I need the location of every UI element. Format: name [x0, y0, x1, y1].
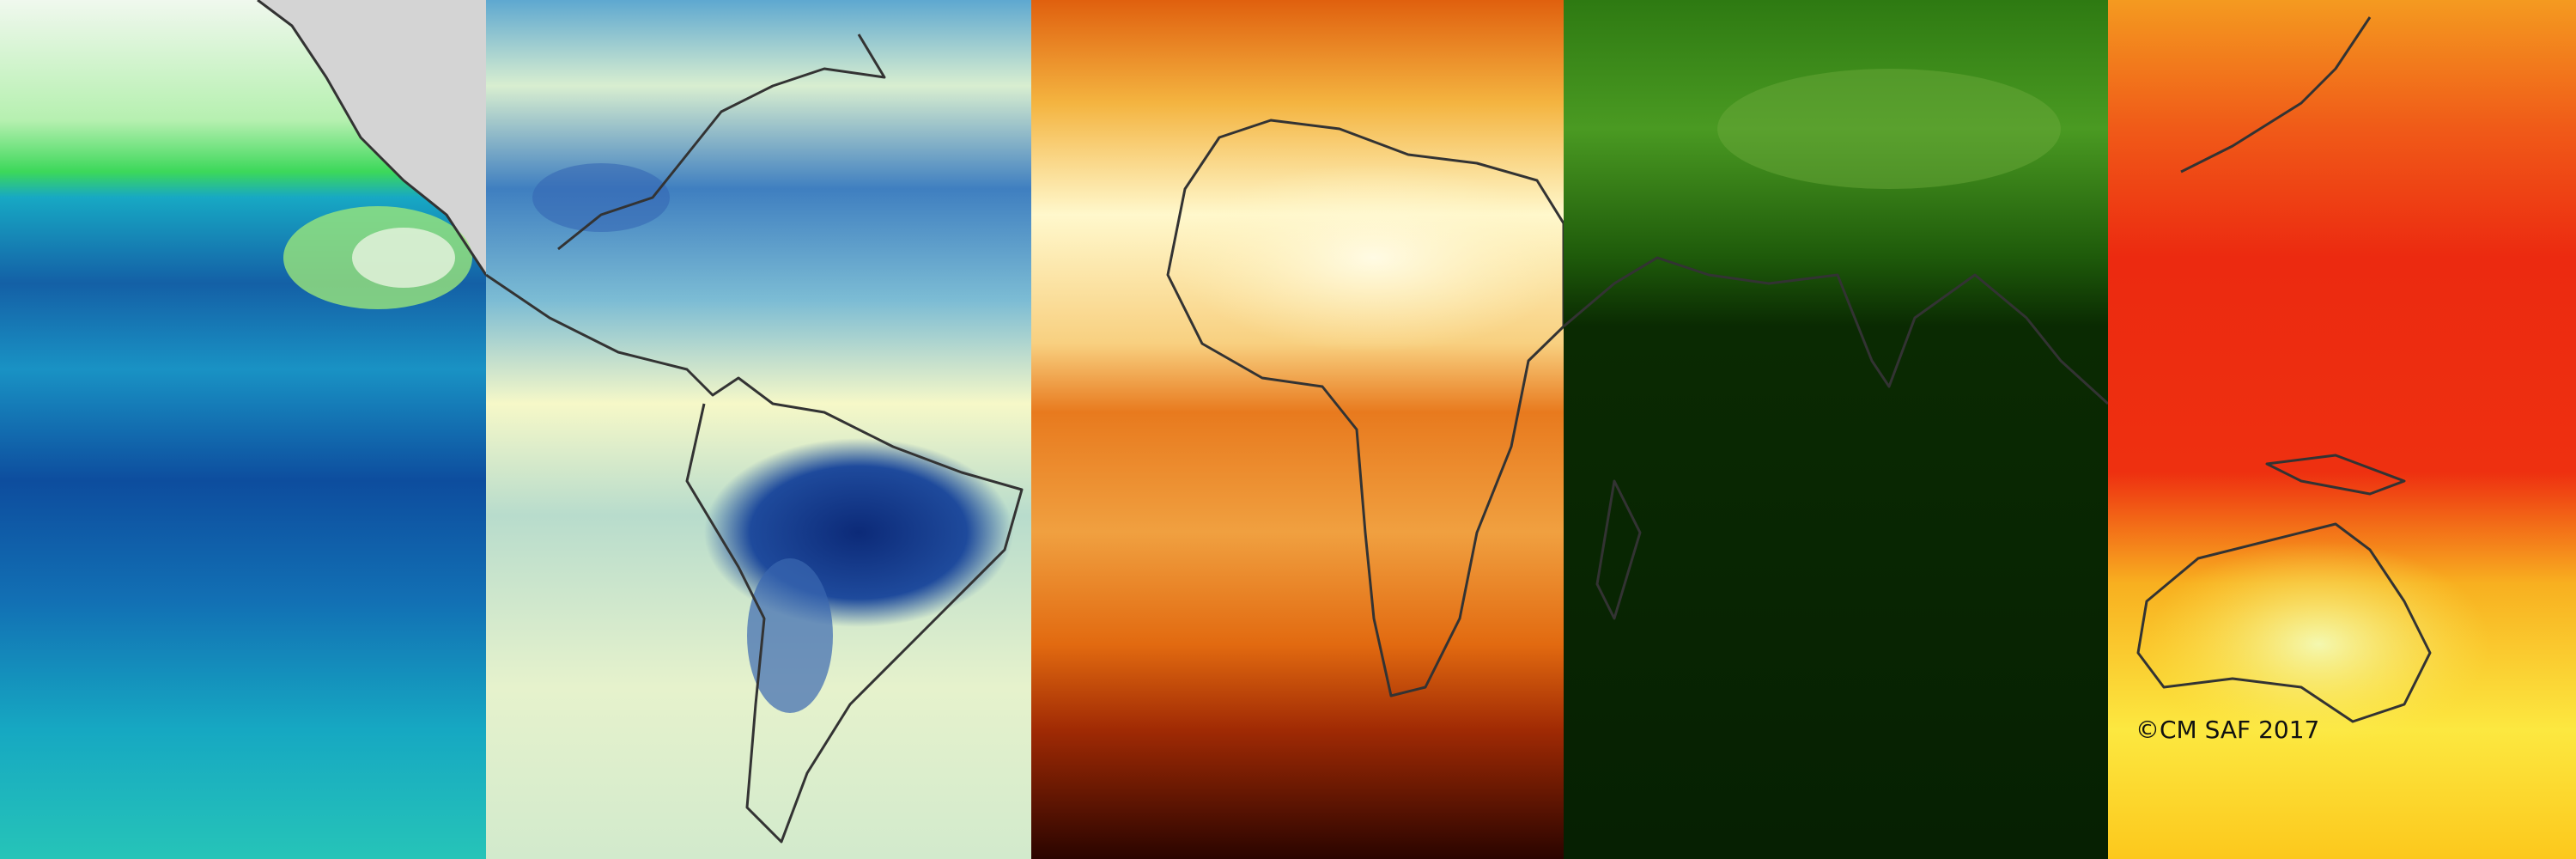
- panel-americas: [485, 0, 1031, 859]
- credit-text: ©CM SAF 2017: [2136, 716, 2319, 744]
- panel-indian-ocean: [1563, 0, 2110, 859]
- panel-pacific: [0, 0, 488, 859]
- panel-australia: ©CM SAF 2017: [2108, 0, 2576, 859]
- panel-africa: [1031, 0, 1571, 859]
